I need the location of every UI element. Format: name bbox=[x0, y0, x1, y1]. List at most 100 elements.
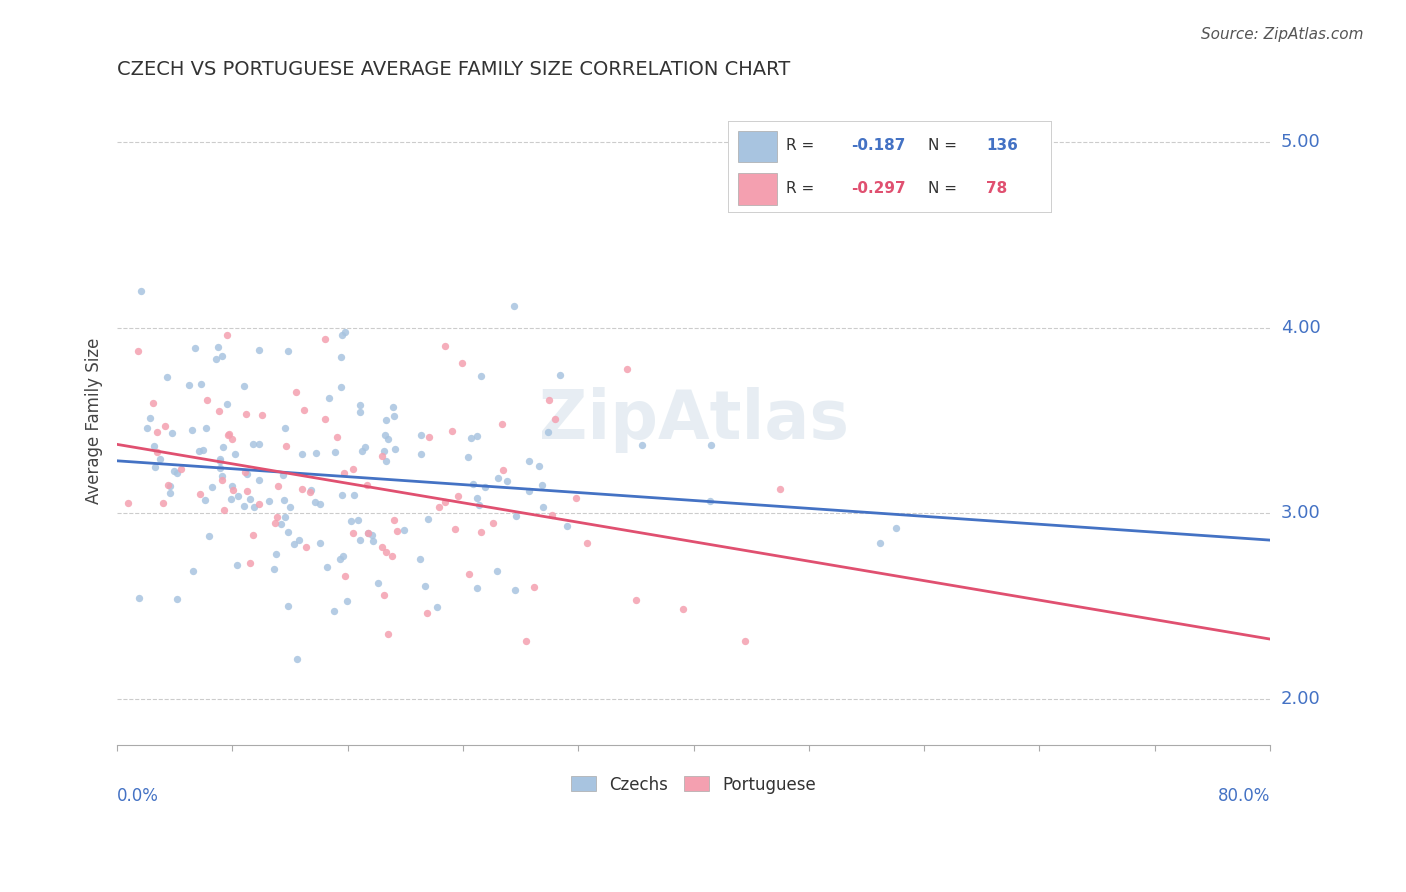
Point bbox=[409, 447, 432, 461]
Point bbox=[146, 444, 169, 458]
Point bbox=[195, 393, 218, 408]
Point bbox=[325, 430, 347, 444]
Point bbox=[159, 478, 181, 492]
Point bbox=[226, 489, 249, 503]
Point bbox=[342, 525, 364, 540]
Point bbox=[277, 343, 299, 358]
Point bbox=[481, 516, 503, 530]
Point bbox=[734, 633, 756, 648]
Point bbox=[217, 328, 239, 343]
Legend: Czechs, Portuguese: Czechs, Portuguese bbox=[562, 767, 825, 802]
Point bbox=[156, 369, 179, 384]
Point bbox=[221, 479, 243, 493]
Point bbox=[515, 633, 537, 648]
Point bbox=[283, 537, 305, 551]
Point bbox=[188, 487, 211, 501]
Point bbox=[333, 466, 356, 480]
Point bbox=[470, 524, 492, 539]
Point bbox=[155, 419, 177, 434]
Point bbox=[491, 417, 513, 431]
Point bbox=[330, 380, 353, 394]
Point bbox=[221, 432, 243, 446]
Point bbox=[536, 425, 558, 439]
Point bbox=[699, 438, 721, 452]
Point bbox=[884, 521, 907, 535]
Text: CZECH VS PORTUGUESE AVERAGE FAMILY SIZE CORRELATION CHART: CZECH VS PORTUGUESE AVERAGE FAMILY SIZE … bbox=[117, 60, 790, 78]
Point bbox=[194, 421, 217, 435]
Point bbox=[457, 566, 479, 581]
Point bbox=[450, 356, 472, 370]
Point bbox=[239, 492, 262, 507]
Point bbox=[127, 343, 149, 358]
Point bbox=[314, 412, 336, 426]
Point bbox=[387, 524, 409, 538]
Point bbox=[291, 447, 314, 461]
Point bbox=[318, 392, 340, 406]
Point bbox=[152, 496, 174, 510]
Point bbox=[373, 588, 395, 602]
Point bbox=[273, 468, 295, 483]
Text: 3.00: 3.00 bbox=[1281, 504, 1320, 522]
Point bbox=[181, 564, 204, 578]
Point bbox=[461, 477, 484, 491]
Point bbox=[374, 428, 396, 442]
Point bbox=[384, 442, 406, 457]
Point bbox=[249, 473, 271, 487]
Point bbox=[433, 339, 456, 353]
Point bbox=[869, 536, 891, 550]
Point bbox=[136, 421, 159, 435]
Point bbox=[250, 408, 273, 422]
Point bbox=[274, 510, 297, 524]
Point bbox=[143, 440, 166, 454]
Point bbox=[236, 483, 259, 498]
Point bbox=[285, 652, 308, 666]
Point bbox=[224, 447, 246, 461]
Point bbox=[233, 379, 256, 393]
Point bbox=[457, 450, 479, 465]
Point bbox=[146, 425, 169, 439]
Point bbox=[330, 488, 353, 502]
Point bbox=[630, 438, 652, 452]
Point bbox=[491, 463, 513, 477]
Point bbox=[769, 482, 792, 496]
Point bbox=[264, 547, 287, 561]
Text: 4.00: 4.00 bbox=[1281, 318, 1320, 336]
Text: 2.00: 2.00 bbox=[1281, 690, 1320, 708]
Point bbox=[505, 508, 527, 523]
Point bbox=[332, 549, 354, 563]
Y-axis label: Average Family Size: Average Family Size bbox=[86, 337, 103, 504]
Point bbox=[294, 403, 316, 417]
Point bbox=[284, 384, 307, 399]
Point bbox=[242, 527, 264, 541]
Point bbox=[336, 594, 359, 608]
Point bbox=[672, 601, 695, 615]
Point bbox=[495, 475, 517, 489]
Point bbox=[218, 426, 240, 441]
Point bbox=[217, 428, 239, 442]
Point bbox=[201, 480, 224, 494]
Point bbox=[264, 516, 287, 531]
Point bbox=[232, 499, 254, 513]
Point bbox=[517, 454, 540, 468]
Point bbox=[377, 432, 399, 446]
Point bbox=[349, 533, 371, 547]
Point bbox=[352, 443, 374, 458]
Point bbox=[465, 429, 488, 443]
Point bbox=[314, 331, 336, 345]
Point bbox=[503, 583, 526, 598]
Point bbox=[503, 299, 526, 313]
Point bbox=[166, 592, 188, 607]
Point bbox=[208, 452, 231, 467]
Point bbox=[308, 536, 330, 550]
Point bbox=[356, 478, 378, 492]
Point bbox=[346, 513, 368, 527]
Point bbox=[211, 473, 233, 487]
Point bbox=[381, 549, 404, 563]
Point bbox=[270, 516, 292, 531]
Point bbox=[474, 480, 496, 494]
Point bbox=[418, 512, 440, 526]
Point bbox=[273, 492, 295, 507]
Point bbox=[486, 471, 509, 485]
Point bbox=[233, 465, 256, 479]
Point bbox=[624, 593, 647, 607]
